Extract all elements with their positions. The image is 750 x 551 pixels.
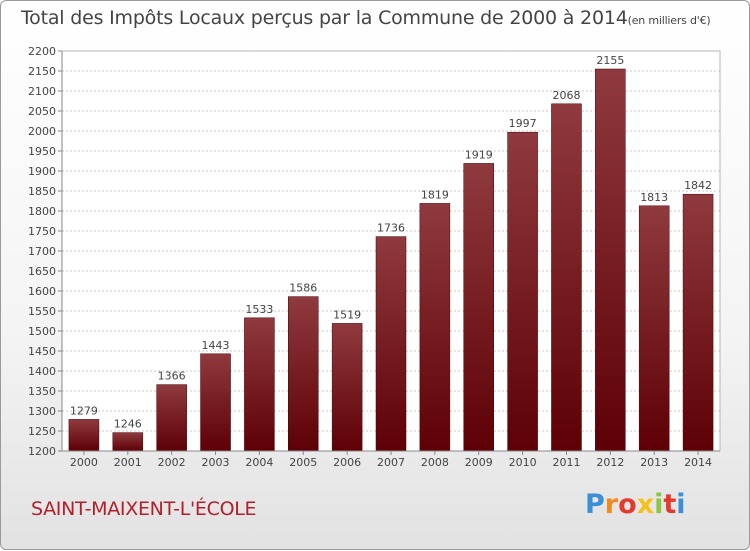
bar-value-label: 2068 <box>552 89 580 102</box>
bar-value-label: 1366 <box>158 370 186 383</box>
bar <box>331 323 363 452</box>
proxiti-logo[interactable]: Proxiti <box>585 489 686 520</box>
x-tick-label: 2014 <box>684 456 712 469</box>
x-tick-label: 2000 <box>70 456 98 469</box>
y-tick-label: 1400 <box>28 365 56 378</box>
x-tick-label: 2002 <box>158 456 186 469</box>
bar-value-label: 1586 <box>289 282 317 295</box>
logo-letter: o <box>618 489 637 520</box>
y-tick-label: 2150 <box>28 65 56 78</box>
logo-letter: x <box>636 489 655 520</box>
bar <box>463 163 494 452</box>
y-tick-label: 2000 <box>28 125 56 138</box>
bar-value-label: 1997 <box>509 117 537 130</box>
bar <box>68 419 100 452</box>
x-tick-label: 2013 <box>640 456 668 469</box>
y-tick-label: 1700 <box>28 245 56 258</box>
y-tick-label: 2200 <box>28 45 56 58</box>
y-tick-label: 1650 <box>28 265 56 278</box>
x-tick-label: 2005 <box>289 456 317 469</box>
y-tick-label: 1600 <box>28 285 56 298</box>
y-tick-label: 1800 <box>28 205 56 218</box>
x-tick-label: 2006 <box>333 456 361 469</box>
commune-name: SAINT-MAIXENT-L'ÉCOLE <box>31 498 257 520</box>
bar <box>244 317 275 452</box>
y-tick-label: 1250 <box>28 425 56 438</box>
bar-value-label: 1813 <box>640 191 668 204</box>
bar <box>288 296 319 452</box>
logo-letter: i <box>654 489 664 520</box>
x-tick-label: 2012 <box>596 456 624 469</box>
x-tick-label: 2008 <box>421 456 449 469</box>
y-tick-label: 1750 <box>28 225 56 238</box>
x-tick-label: 2004 <box>245 456 273 469</box>
chart-unit: (en milliers d'€) <box>627 14 711 27</box>
bar-value-label: 1519 <box>333 308 361 321</box>
bar <box>507 131 538 452</box>
bar-value-label: 1246 <box>114 418 142 431</box>
x-tick-label: 2003 <box>202 456 230 469</box>
x-tick-label: 2009 <box>465 456 493 469</box>
bar-value-label: 2155 <box>596 54 624 67</box>
y-tick-label: 1500 <box>28 325 56 338</box>
bar <box>682 193 714 452</box>
y-tick-label: 2050 <box>28 105 56 118</box>
y-tick-label: 1950 <box>28 145 56 158</box>
x-tick-label: 2007 <box>377 456 405 469</box>
bar <box>200 353 231 452</box>
logo-letter: P <box>585 489 605 520</box>
bar-value-label: 1279 <box>70 404 98 417</box>
logo-letter: t <box>663 489 677 520</box>
y-tick-label: 1350 <box>28 385 56 398</box>
bar <box>595 68 626 452</box>
y-tick-label: 1850 <box>28 185 56 198</box>
y-tick-label: 2100 <box>28 85 56 98</box>
y-tick-label: 1900 <box>28 165 56 178</box>
y-tick-label: 1450 <box>28 345 56 358</box>
logo-letter: r <box>604 489 619 520</box>
bar-value-label: 1842 <box>684 179 712 192</box>
bar <box>638 205 670 452</box>
y-tick-label: 1550 <box>28 305 56 318</box>
y-tick-label: 1200 <box>28 445 56 458</box>
bar <box>375 236 407 452</box>
bar <box>551 103 582 452</box>
logo-letter: i <box>676 489 686 520</box>
bar-value-label: 1919 <box>465 148 493 161</box>
bar-value-label: 1736 <box>377 222 405 235</box>
bar-value-label: 1533 <box>245 303 273 316</box>
x-tick-label: 2011 <box>552 456 580 469</box>
y-tick-label: 1300 <box>28 405 56 418</box>
x-tick-label: 2010 <box>509 456 537 469</box>
x-tick-label: 2001 <box>114 456 142 469</box>
bar <box>156 384 187 452</box>
chart-title: Total des Impôts Locaux perçus par la Co… <box>21 7 711 29</box>
bar-value-label: 1819 <box>421 188 449 201</box>
bar-value-label: 1443 <box>202 339 230 352</box>
bar <box>112 432 144 452</box>
chart-title-text: Total des Impôts Locaux perçus par la Co… <box>21 7 628 29</box>
bar <box>419 203 451 452</box>
